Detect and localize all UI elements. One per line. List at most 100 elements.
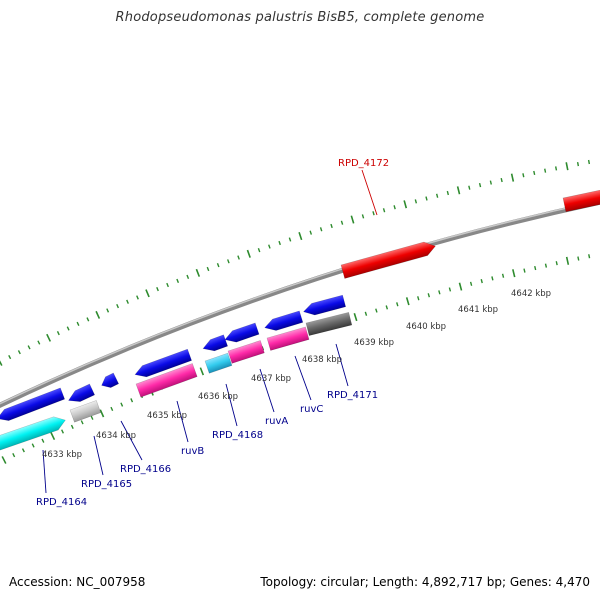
gene-rpd-4171-upper-arrow[interactable] [302, 294, 346, 317]
gene-rpd-4165-feature[interactable] [69, 400, 102, 423]
tick-mark [510, 173, 515, 182]
gene-features [0, 187, 600, 451]
tick-mark [176, 278, 180, 284]
scale-label: 4638 kbp [302, 355, 342, 365]
tick-mark [533, 170, 536, 176]
tick-mark [86, 317, 90, 322]
gene-rpd-4172-feature[interactable] [340, 239, 437, 279]
tick-mark [576, 162, 580, 167]
tick-mark [522, 173, 525, 178]
tick-mark [1, 456, 7, 464]
tick-mark [405, 297, 410, 306]
tick-mark [237, 255, 240, 260]
leader-line [259, 368, 275, 413]
gene-label-ruvc[interactable]: ruvC [300, 404, 323, 415]
gene-label-rpd-4168[interactable]: RPD_4168 [212, 430, 263, 441]
tick-mark [458, 282, 463, 291]
tick-mark [385, 305, 389, 310]
tick-mark [116, 303, 120, 309]
gene-label-ruvb[interactable]: ruvB [181, 446, 204, 457]
gene-label-rpd-4166[interactable]: RPD_4166 [120, 464, 171, 475]
gene-rpd-4171-feature[interactable] [305, 312, 353, 336]
tick-mark [554, 166, 558, 171]
gene-ruvc-upper-arrow[interactable] [263, 310, 304, 334]
tick-mark [501, 273, 505, 278]
tick-mark [435, 193, 439, 198]
gene-labels: RPD_4164 RPD_4165 RPD_4166 ruvB RPD_4168ruvA… [36, 158, 389, 508]
tick-mark [414, 199, 418, 204]
tick-mark [70, 424, 74, 429]
tick-mark [257, 248, 261, 253]
gene-label-ruva[interactable]: ruvA [265, 416, 288, 427]
gene-rpd-4168-feature[interactable] [204, 352, 233, 374]
gene-ruvb-upper-arrow[interactable] [133, 348, 192, 380]
backbone-line [0, 199, 600, 408]
tick-mark [288, 237, 292, 242]
tick-mark [99, 409, 105, 418]
tick-mark [512, 269, 516, 278]
tick-mark [446, 190, 450, 196]
gene-rpd-4164-upper-arrow[interactable] [0, 387, 65, 424]
tick-mark [577, 256, 580, 261]
tick-mark [448, 287, 452, 292]
tick-mark [31, 443, 35, 448]
tick-mark [206, 266, 210, 272]
tick-mark [145, 289, 150, 298]
tick-mark [66, 326, 70, 331]
tick-mark [41, 438, 45, 443]
tick-mark [425, 196, 428, 201]
outer-tick-track [0, 159, 591, 366]
leader-line [42, 449, 47, 494]
gene-ruva-feature[interactable] [227, 340, 265, 364]
tick-mark [37, 340, 41, 345]
tick-mark [61, 429, 64, 434]
leader-line [335, 343, 349, 387]
tick-mark [480, 278, 483, 284]
gene-label-rpd-4171[interactable]: RPD_4171 [327, 390, 378, 401]
tick-mark [565, 162, 569, 171]
tick-mark [427, 293, 431, 298]
tick-mark [126, 299, 129, 304]
tick-mark [216, 263, 220, 268]
map-title: Rhodopseudomonas palustris BisB5, comple… [115, 10, 485, 25]
gene-rpd-4168-upper-arrow[interactable] [201, 334, 228, 354]
leader-line [361, 169, 378, 216]
gene-label-rpd-4165[interactable]: RPD_4165 [81, 479, 132, 490]
tick-mark [565, 256, 570, 265]
tick-mark [90, 415, 94, 420]
gene-ruvb-feature[interactable] [135, 363, 198, 398]
gene-ruvc-feature[interactable] [266, 326, 310, 351]
tick-mark [46, 333, 52, 342]
gene-label-rpd-4172[interactable]: RPD_4172 [338, 158, 389, 169]
gene-ruva-upper-arrow[interactable] [223, 322, 260, 345]
tick-mark [438, 290, 441, 295]
accession-text: Accession: NC_007958 [9, 575, 146, 589]
gene-rpd-4164-feature[interactable] [0, 414, 68, 451]
tick-mark [555, 261, 558, 266]
tick-mark [199, 367, 205, 376]
tick-mark [468, 185, 471, 190]
genome-backbone [0, 199, 600, 408]
tick-mark [319, 227, 323, 232]
tick-mark [417, 296, 420, 301]
tick-mark [544, 263, 548, 268]
backbone-highlight [0, 199, 600, 405]
tick-mark [50, 432, 56, 441]
tick-mark [491, 276, 494, 281]
tick-mark [534, 265, 537, 271]
gene-label-rpd-4164[interactable]: RPD_4164 [36, 497, 87, 508]
tick-mark [278, 240, 281, 246]
gene-rpd-4166-arrow[interactable] [99, 372, 119, 391]
scale-label: 4637 kbp [251, 374, 291, 384]
tick-mark [350, 215, 355, 224]
tick-mark [17, 350, 21, 355]
tick-mark [246, 249, 251, 258]
gene-rpd-4165-upper-arrow[interactable] [66, 383, 95, 406]
tick-mark [186, 274, 190, 280]
tick-mark [110, 406, 114, 412]
tick-mark [382, 208, 386, 213]
tick-mark [330, 223, 333, 229]
scale-label: 4635 kbp [147, 411, 187, 421]
gene-rpd-4172-neighbor-feature[interactable] [562, 187, 600, 212]
